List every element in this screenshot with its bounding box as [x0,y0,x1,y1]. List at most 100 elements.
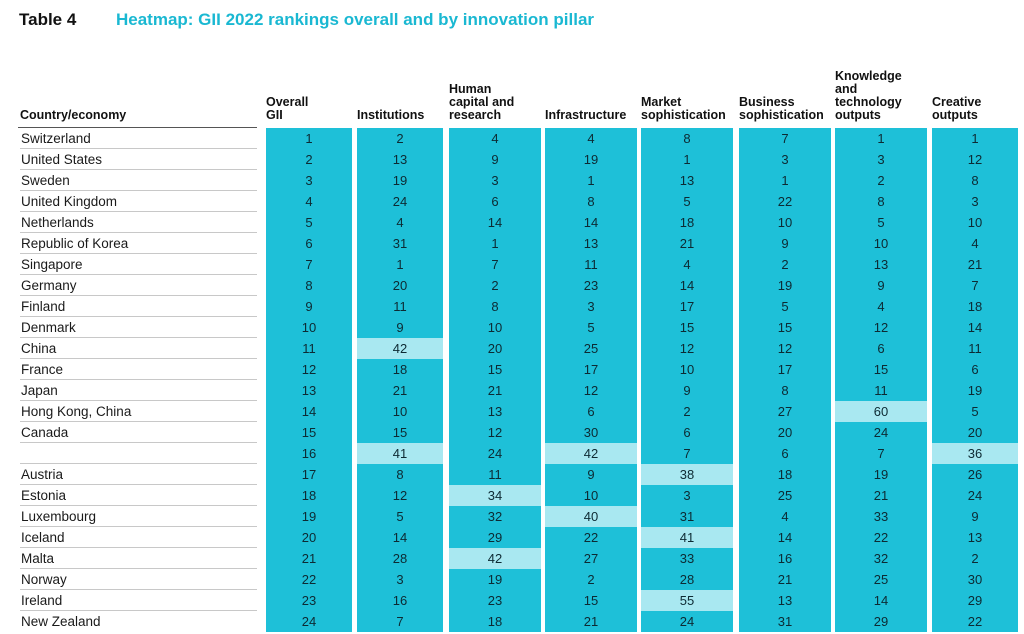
rank-cell: 25 [583,341,599,356]
rank-cell: 20 [967,425,983,440]
rank-cell: 9 [683,383,691,398]
rank-cell: 5 [971,404,979,419]
rank-cell: 9 [305,299,313,314]
rank-cell: 2 [971,551,979,566]
rank-cell: 12 [392,488,408,503]
rank-cell: 1 [491,236,499,251]
rank-cell: 27 [777,404,793,419]
rank-cell: 24 [487,446,503,461]
column-header: Knowledge and technology outputs [835,0,931,122]
rank-cell: 22 [873,530,889,545]
rank-cell: 8 [305,278,313,293]
rank-cell: 16 [301,446,317,461]
rank-cell: 10 [777,215,793,230]
rank-cell: 5 [683,194,691,209]
rank-cell: 21 [679,236,695,251]
rank-cell: 17 [583,362,599,377]
rank-cell: 22 [583,530,599,545]
rank-cell: 6 [587,404,595,419]
rank-cell: 9 [396,320,404,335]
rank-cell: 21 [967,257,983,272]
rank-cell: 28 [679,572,695,587]
rank-cell: 8 [781,383,789,398]
rank-cell: 14 [583,215,599,230]
rank-cell: 18 [301,488,317,503]
rank-cell-weak: 55 [641,590,733,611]
rank-cell: 2 [396,131,404,146]
rank-cell: 14 [679,278,695,293]
rank-cell: 2 [491,278,499,293]
rank-cell: 10 [487,320,503,335]
country-column-header: Country/economy [20,108,127,122]
rank-cell: 6 [781,446,789,461]
country-label: Sweden [20,170,257,191]
country-label: Malta [20,548,257,569]
column-band [739,128,831,632]
rank-cell: 12 [873,320,889,335]
table-title: Heatmap: GII 2022 rankings overall and b… [116,10,595,29]
country-label: Japan [20,380,257,401]
rank-cell: 23 [487,593,503,608]
rank-cell: 11 [584,257,598,272]
rank-cell: 23 [583,278,599,293]
rank-cell: 13 [392,152,408,167]
rank-cell: 29 [967,593,983,608]
rank-cell: 9 [781,236,789,251]
rank-cell: 12 [583,383,599,398]
rank-cell: 22 [777,194,793,209]
rank-cell: 4 [396,215,404,230]
rank-cell: 4 [683,257,691,272]
rank-cell: 21 [873,488,889,503]
country-label: New Zealand [21,614,101,629]
rank-cell: 4 [305,194,313,209]
rank-cell: 16 [392,593,408,608]
rank-cell: 15 [487,362,503,377]
rank-cell: 7 [491,257,499,272]
country-label: Hong Kong, China [20,401,257,422]
rank-cell: 1 [683,152,691,167]
rank-cell: 17 [777,362,793,377]
country-label: Denmark [20,317,257,338]
country-label: Switzerland [20,128,257,149]
rank-cell: 15 [873,362,889,377]
rank-cell-weak: 41 [641,527,733,548]
rank-cell: 21 [392,383,408,398]
column-header: Institutions [357,0,447,122]
rank-cell-weak: 34 [449,485,541,506]
rank-cell: 5 [396,509,404,524]
rank-cell-weak: 42 [449,548,541,569]
rank-cell: 24 [392,194,408,209]
rank-cell: 4 [971,236,979,251]
rank-cell: 21 [301,551,317,566]
country-label: Singapore [20,254,257,275]
rank-cell: 8 [587,194,595,209]
rank-cell: 14 [967,320,983,335]
column-header: Overall GII [266,0,356,122]
rank-cell: 10 [679,362,695,377]
rank-cell: 6 [305,236,313,251]
rank-cell: 8 [396,467,404,482]
rank-cell: 7 [305,257,313,272]
rank-cell: 9 [491,152,499,167]
rank-cell: 14 [487,215,503,230]
rank-cell: 19 [392,173,408,188]
rank-cell: 7 [683,446,691,461]
rank-cell: 11 [968,341,982,356]
rank-cell: 6 [683,425,691,440]
rank-cell: 1 [781,173,789,188]
rank-cell: 7 [877,446,885,461]
rank-cell: 19 [301,509,317,524]
country-label: Germany [20,275,257,296]
country-label: Austria [20,464,257,485]
country-label: Iceland [20,527,257,548]
column-band [266,128,352,632]
column-header-label: Market sophistication [641,95,726,122]
rank-cell: 24 [873,425,889,440]
country-label: Finland [20,296,257,317]
country-label: Estonia [20,485,257,506]
rank-cell: 17 [301,467,317,482]
rank-cell: 24 [679,614,695,629]
column-header: Business sophistication [739,0,835,122]
rank-cell: 18 [392,362,408,377]
rank-cell: 24 [301,614,317,629]
